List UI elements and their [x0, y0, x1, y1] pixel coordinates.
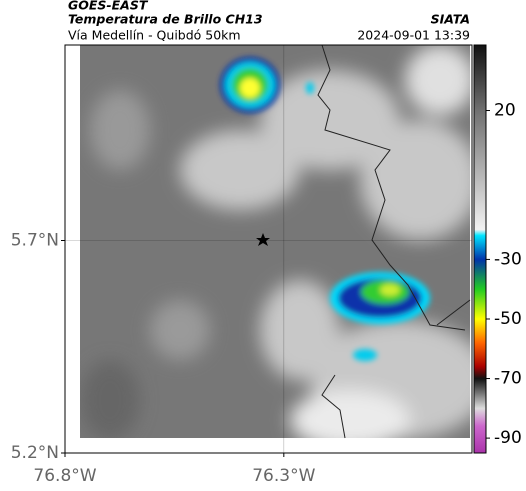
lon-label: 76.8°W: [33, 466, 96, 486]
colorbar-label: -70: [494, 369, 522, 389]
route: Vía Medellín - Quibdó 50km: [68, 28, 241, 43]
lat-label: 5.7°N: [11, 231, 59, 251]
datetime: 2024-09-01 13:39: [357, 28, 470, 43]
station-marker: [256, 233, 270, 246]
colorbar-label: -30: [494, 249, 522, 269]
map-frame: [64, 44, 473, 454]
colorbar-label: 20: [494, 101, 516, 121]
lat-label: 5.2°N: [11, 443, 59, 463]
colorbar-label: -50: [494, 309, 522, 329]
product: Temperatura de Brillo CH13: [68, 12, 263, 27]
colorbar: [473, 44, 487, 454]
lon-label: 76.3°W: [252, 466, 315, 486]
colorbar-label: -90: [494, 428, 522, 448]
satellite-image: [80, 45, 470, 438]
border: [317, 44, 471, 439]
source: SIATA: [431, 12, 470, 27]
satellite: GOES-EAST: [68, 0, 149, 13]
